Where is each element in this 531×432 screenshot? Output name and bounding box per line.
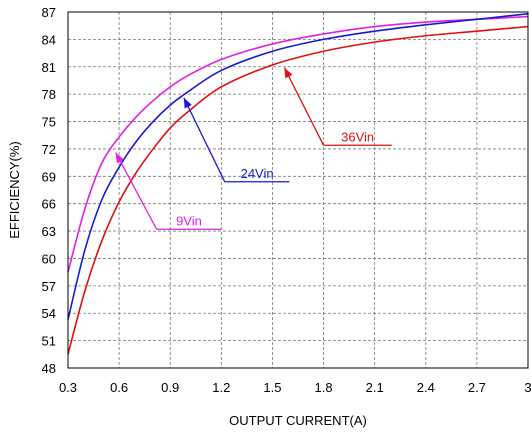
annotation-arrowhead — [115, 152, 124, 164]
y-tick-label: 81 — [42, 60, 56, 75]
grid — [68, 12, 528, 368]
y-tick-label: 69 — [42, 169, 56, 184]
series-line-36vin — [67, 25, 529, 355]
x-tick-label: 0.9 — [161, 380, 179, 395]
annotation-leader-line — [283, 67, 325, 146]
y-tick-label: 75 — [42, 115, 56, 130]
annotations-group: 9Vin 24Vin 36Vin — [115, 67, 392, 230]
x-tick-label: 1.5 — [263, 380, 281, 395]
x-tick-labels: 0.3 0.6 0.9 1.2 1.5 1.8 2.1 2.4 2.7 3 — [59, 380, 531, 395]
x-tick-label: 3 — [524, 380, 531, 395]
y-tick-label: 60 — [42, 251, 56, 266]
y-tick-labels: 48 51 54 57 60 63 66 69 72 75 78 81 84 87 — [42, 5, 56, 376]
series-group — [67, 13, 529, 355]
y-tick-label: 84 — [42, 32, 56, 47]
series-line-24vin — [67, 13, 529, 320]
x-tick-label: 2.1 — [366, 380, 384, 395]
x-tick-label: 0.3 — [59, 380, 77, 395]
x-axis-label: OUTPUT CURRENT(A) — [229, 413, 367, 428]
y-tick-label: 87 — [42, 5, 56, 20]
x-tick-label: 0.6 — [110, 380, 128, 395]
y-tick-label: 63 — [42, 224, 56, 239]
y-tick-label: 57 — [42, 279, 56, 294]
annotation-arrowhead — [284, 67, 293, 79]
annotation-arrowhead — [183, 97, 192, 109]
y-tick-label: 54 — [42, 306, 56, 321]
x-tick-label: 1.8 — [315, 380, 333, 395]
y-tick-label: 51 — [42, 334, 56, 349]
annotation-label-36vin: 36Vin — [341, 129, 374, 144]
y-tick-label: 66 — [42, 197, 56, 212]
y-tick-label: 72 — [42, 142, 56, 157]
annotation-leader-line — [183, 97, 226, 183]
annotation-label-9vin: 9Vin — [176, 213, 202, 228]
series-line-9vin — [67, 15, 529, 273]
y-axis-label: EFFICIENCY(%) — [7, 141, 22, 239]
plot-frame — [67, 11, 529, 369]
x-tick-label: 2.4 — [417, 380, 435, 395]
x-tick-label: 1.2 — [212, 380, 230, 395]
y-tick-label: 78 — [42, 87, 56, 102]
y-tick-label: 48 — [42, 361, 56, 376]
annotation-leader-line — [115, 152, 158, 230]
x-tick-label: 2.7 — [468, 380, 486, 395]
annotation-label-24vin: 24Vin — [241, 166, 274, 181]
